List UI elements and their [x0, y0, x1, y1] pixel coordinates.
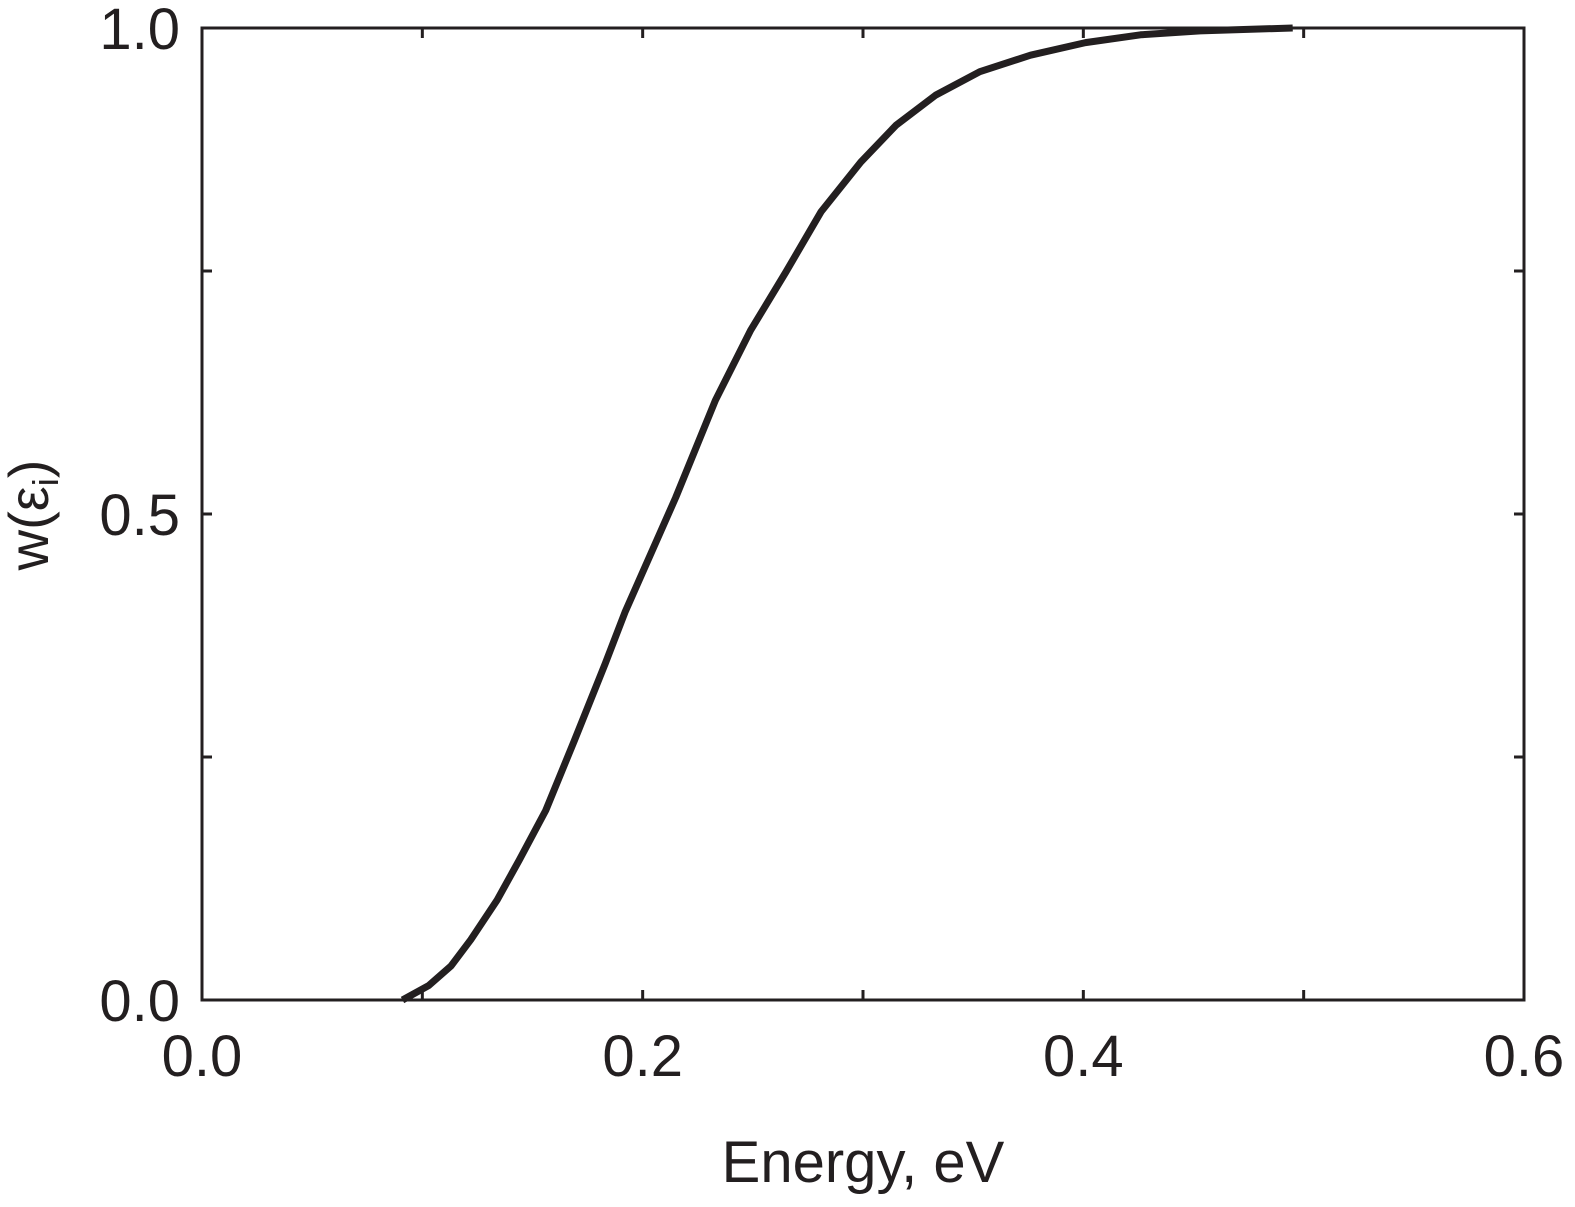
x-tick-label: 0.4: [1043, 1024, 1124, 1089]
y-tick-label: 1.0: [99, 0, 180, 62]
x-tick-label: 0.2: [602, 1024, 683, 1089]
y-tick-label: 0.5: [99, 483, 180, 548]
x-tick-label: 0.0: [162, 1024, 243, 1089]
x-tick-label: 0.6: [1484, 1024, 1565, 1089]
y-axis-label: w(εi): [0, 460, 66, 572]
x-axis-label: Energy, eV: [722, 1130, 1005, 1195]
y-tick-label: 0.0: [99, 969, 180, 1034]
plot-frame: [200, 26, 1526, 1002]
series-line: [400, 24, 1293, 1004]
